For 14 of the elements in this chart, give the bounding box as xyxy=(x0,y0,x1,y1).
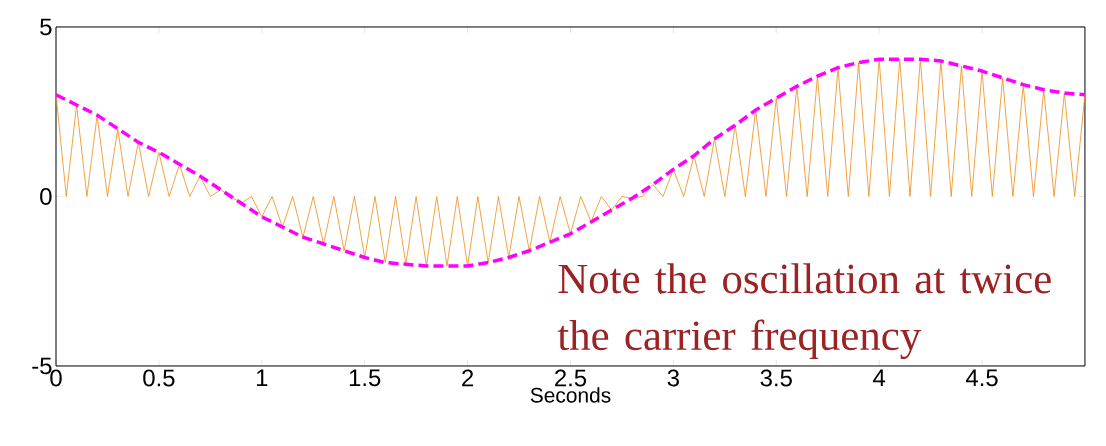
y-tick-label: 5 xyxy=(40,18,52,36)
x-tick-label: 0.5 xyxy=(143,369,175,387)
y-tick-label: 0 xyxy=(40,188,52,205)
x-tick-label: 4.5 xyxy=(965,369,998,387)
x-tick-label: 2.5 xyxy=(555,369,587,387)
annotation: Note the oscillation at twice the carrier frequency xyxy=(557,263,1051,360)
x-axis-title: Seconds xyxy=(530,387,611,403)
x-tick-label: 4 xyxy=(873,369,886,386)
x-tick-label: 2 xyxy=(462,369,474,387)
y-tick-label: -5 xyxy=(32,357,52,375)
x-tick-label: 3.5 xyxy=(760,369,792,387)
x-tick-label: 3 xyxy=(667,369,679,387)
x-tick-label: 1.5 xyxy=(349,369,381,387)
x-tick-label: 1 xyxy=(256,369,268,386)
